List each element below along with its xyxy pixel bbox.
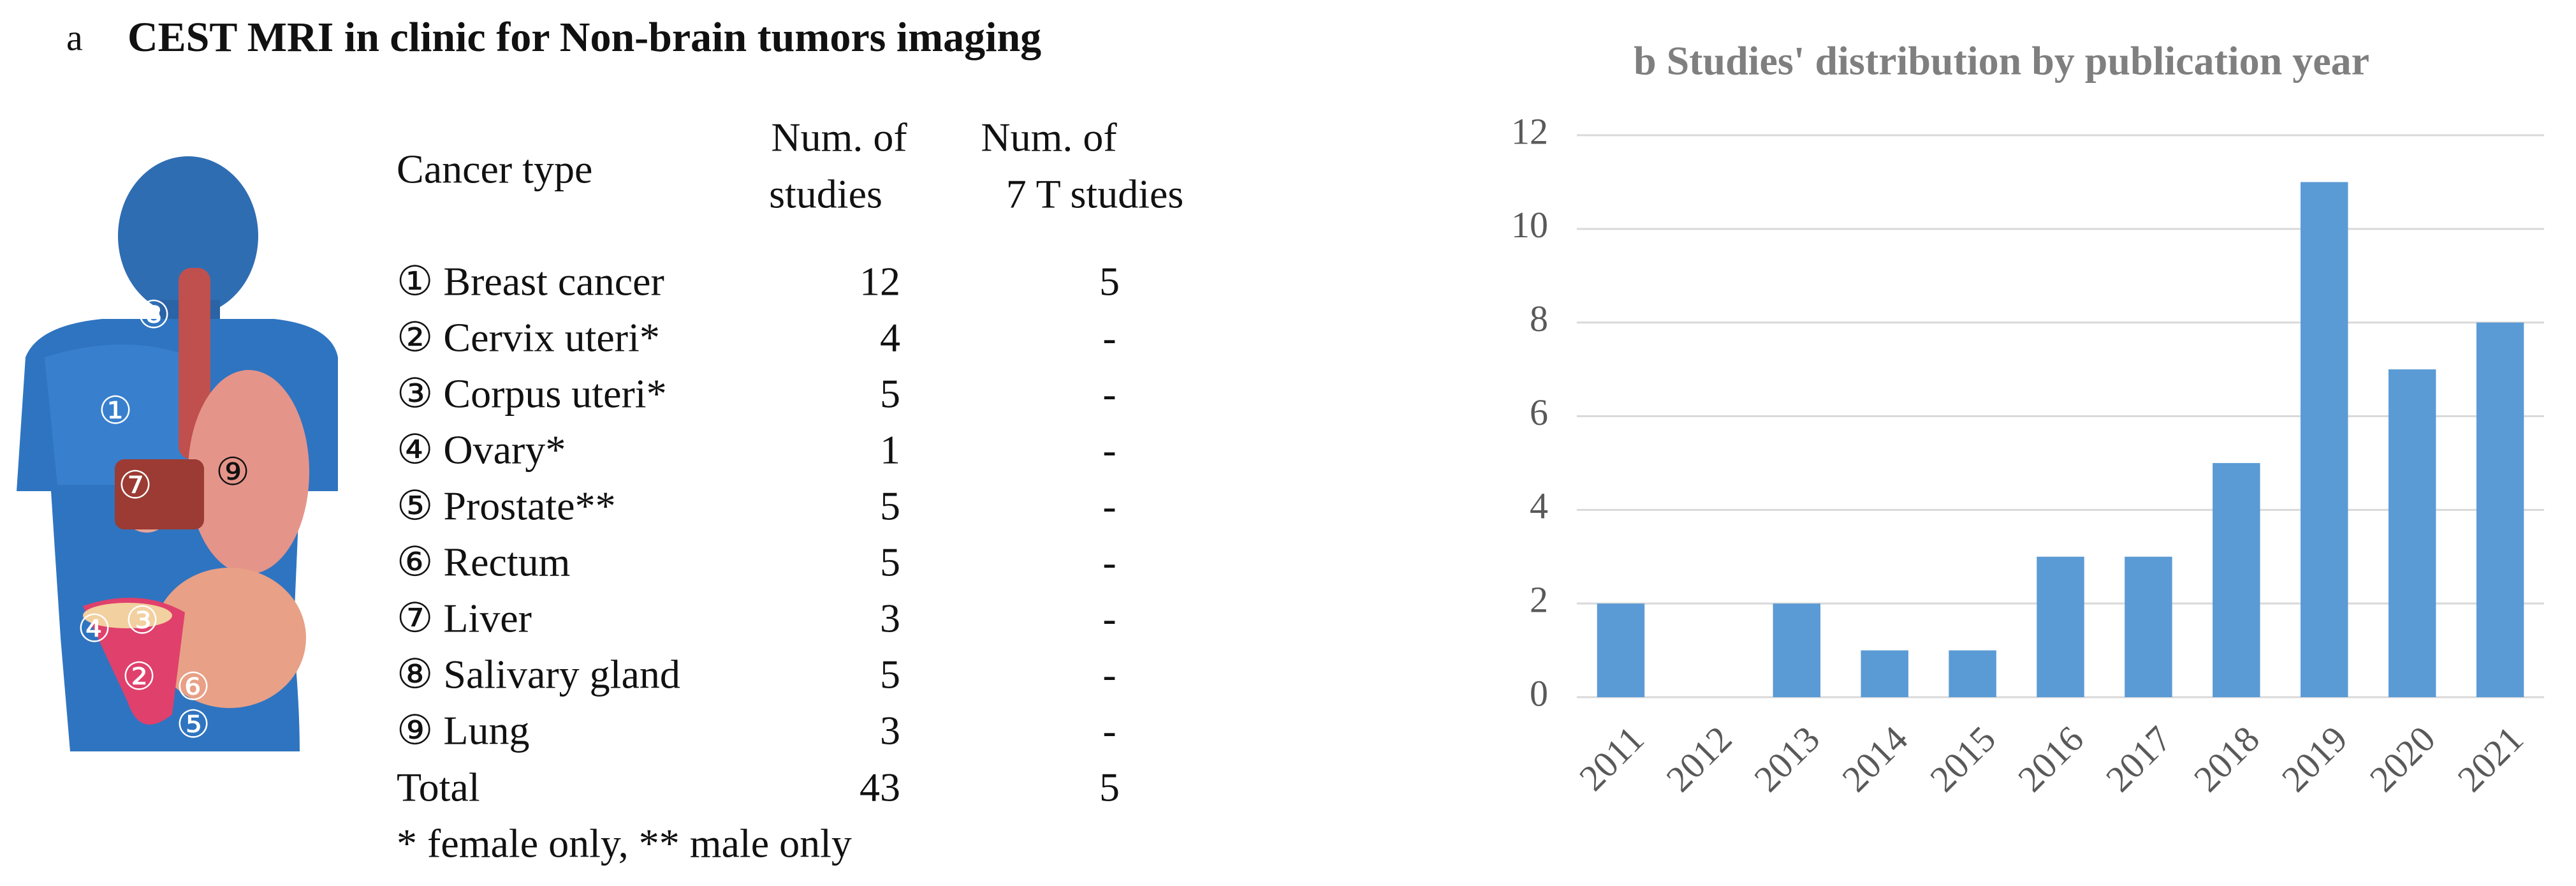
num-7t-studies: -: [1102, 427, 1116, 473]
bar: [2037, 556, 2084, 697]
cancer-type: ⑤ Prostate**: [397, 484, 616, 529]
bar: [1597, 603, 1645, 697]
x-tick-label: 2012: [1658, 718, 1739, 800]
body-illustration: [17, 156, 338, 751]
cancer-type: ② Cervix uteri*: [397, 315, 660, 360]
table-header: Num. of: [771, 115, 907, 160]
body-marker: ⑤: [176, 704, 210, 746]
bar: [2125, 556, 2172, 697]
y-tick-label: 2: [1530, 579, 1548, 620]
cancer-type: ④ Ovary*: [397, 427, 566, 473]
body-marker: ④: [77, 608, 112, 650]
num-7t-studies: -: [1102, 540, 1116, 585]
x-tick-label: 2021: [2450, 718, 2531, 800]
num-7t-studies: -: [1102, 371, 1116, 417]
y-tick-label: 6: [1530, 392, 1548, 433]
num-7t-studies: -: [1102, 652, 1116, 697]
num-7t-studies: 5: [1099, 259, 1120, 304]
y-tick-label: 8: [1530, 298, 1548, 339]
table-header: Cancer type: [397, 147, 592, 192]
num-7t-studies: -: [1102, 596, 1116, 641]
bar: [1773, 603, 1821, 697]
y-tick-label: 10: [1511, 204, 1548, 246]
bar: [1949, 650, 1996, 697]
x-tick-label: 2011: [1571, 718, 1651, 799]
cancer-type: ⑦ Liver: [397, 596, 532, 641]
num-studies: 1: [880, 427, 900, 473]
bar: [2300, 182, 2348, 698]
total-value: 5: [1099, 765, 1120, 810]
x-tick-label: 2016: [2010, 718, 2091, 800]
body-marker: ①: [98, 390, 133, 432]
x-tick-label: 2019: [2274, 718, 2355, 800]
num-studies: 3: [880, 708, 900, 753]
x-tick-label: 2017: [2098, 718, 2179, 800]
bar: [2213, 462, 2260, 697]
num-studies: 3: [880, 596, 900, 641]
cancer-type: ③ Corpus uteri*: [397, 371, 667, 417]
num-studies: 5: [880, 652, 900, 697]
y-tick-label: 4: [1530, 485, 1548, 527]
body-marker: ⑧: [136, 294, 171, 336]
num-7t-studies: -: [1102, 708, 1116, 753]
panel-label: a: [66, 17, 83, 58]
num-studies: 12: [860, 259, 900, 304]
cancer-type: ⑧ Salivary gland: [397, 652, 680, 697]
body-marker: ②: [122, 656, 156, 698]
y-tick-label: 12: [1511, 110, 1548, 152]
num-studies: 5: [880, 484, 900, 529]
body-marker: ⑨: [216, 451, 250, 493]
table-header: 7 T studies: [1006, 172, 1184, 217]
num-7t-studies: -: [1102, 484, 1116, 529]
cancer-type: ① Breast cancer: [397, 259, 664, 304]
body-marker: ⑦: [118, 464, 152, 506]
num-studies: 5: [880, 371, 900, 417]
body-marker: ③: [125, 600, 159, 642]
chart-title: b Studies' distribution by publication y…: [1634, 38, 2369, 84]
total-label: Total: [397, 765, 480, 810]
x-tick-label: 2020: [2362, 718, 2443, 800]
x-tick-label: 2013: [1746, 718, 1827, 800]
bar: [2388, 369, 2436, 697]
panel-title: CEST MRI in clinic for Non-brain tumors …: [128, 14, 1041, 61]
total-value: 43: [860, 765, 900, 810]
cancer-type: ⑨ Lung: [397, 708, 529, 753]
x-tick-label: 2014: [1834, 718, 1915, 800]
bar: [2476, 322, 2524, 698]
body-marker: ⑥: [176, 666, 210, 708]
cancer-type: ⑥ Rectum: [397, 540, 570, 585]
x-tick-label: 2018: [2186, 718, 2267, 800]
num-studies: 5: [880, 540, 900, 585]
table-header: Num. of: [981, 115, 1117, 160]
x-tick-label: 2015: [1922, 718, 2003, 800]
table-header: studies: [769, 172, 882, 217]
num-studies: 4: [880, 315, 900, 360]
bar: [1861, 650, 1908, 697]
y-tick-label: 0: [1530, 672, 1548, 714]
footnote: * female only, ** male only: [397, 821, 852, 866]
num-7t-studies: -: [1102, 315, 1116, 360]
